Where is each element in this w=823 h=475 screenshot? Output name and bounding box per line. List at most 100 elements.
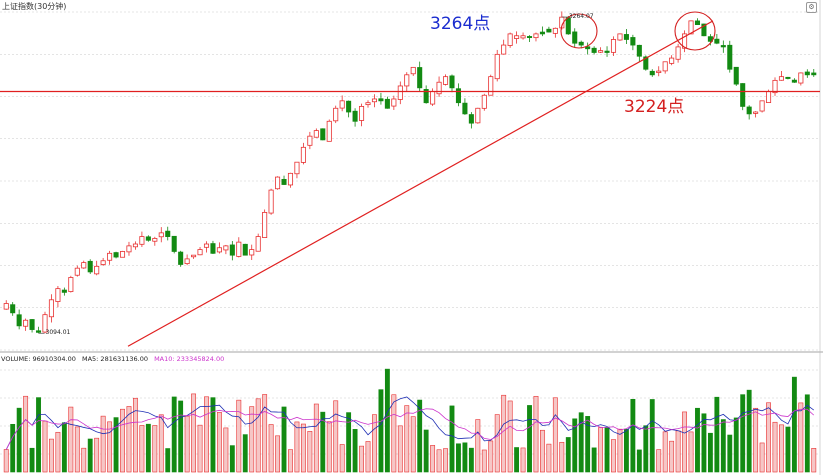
volume-bar-down xyxy=(514,447,520,473)
candle-up xyxy=(313,130,319,138)
volume-bar-up xyxy=(662,431,668,473)
volume-bar-up xyxy=(759,442,765,473)
candle-down xyxy=(643,56,649,70)
candle-up xyxy=(107,252,113,261)
ma5-value-label: MA5: 281631136.00 xyxy=(81,355,148,363)
candle-up xyxy=(262,211,268,238)
candle-down xyxy=(423,89,429,104)
volume-bar-down xyxy=(701,413,707,473)
volume-bar-up xyxy=(42,420,48,473)
candle-up xyxy=(481,94,487,109)
volume-bar-up xyxy=(397,425,403,473)
volume-bar-down xyxy=(468,447,474,473)
volume-bar-up xyxy=(68,406,74,473)
candle-up xyxy=(55,288,61,302)
volume-bar-up xyxy=(430,445,436,473)
candle-down xyxy=(565,17,571,35)
candle-up xyxy=(223,245,229,251)
volume-bar-down xyxy=(417,399,423,473)
volume-bar-up xyxy=(540,429,545,473)
volume-bar-down xyxy=(804,394,810,473)
ma5-line xyxy=(5,396,815,450)
volume-value-label: VOLUME: 96910304.00 xyxy=(1,355,76,363)
candle-down xyxy=(378,98,384,102)
candle-up xyxy=(391,98,397,107)
candle-up xyxy=(81,262,87,269)
candle-down xyxy=(546,28,552,33)
candle-down xyxy=(714,38,720,44)
volume-bar-up xyxy=(488,440,494,473)
candle-up xyxy=(68,277,74,292)
volume-bar-up xyxy=(313,403,319,473)
candle-up xyxy=(798,72,804,84)
candle-up xyxy=(255,236,261,252)
candle-up xyxy=(119,251,126,258)
volume-bar-up xyxy=(339,444,345,473)
candle-down xyxy=(811,72,817,76)
volume-bar-up xyxy=(656,449,662,473)
candle-down xyxy=(636,44,642,57)
volume-bar-down xyxy=(785,426,791,473)
candle-down xyxy=(791,79,797,83)
volume-bar-up xyxy=(152,425,158,473)
settings-icon[interactable]: ⚙ xyxy=(806,2,817,13)
high-circle-1 xyxy=(560,13,598,49)
volume-bar-up xyxy=(404,405,410,473)
volume-bar-down xyxy=(384,368,390,473)
volume-bar-up xyxy=(139,425,145,473)
chart-title: 上证指数(30分钟) xyxy=(2,2,67,11)
candle-up xyxy=(191,254,197,258)
volume-bar-up xyxy=(798,402,804,473)
volume-bar-up xyxy=(372,414,377,473)
volume-bar-down xyxy=(346,412,352,473)
volume-bar-up xyxy=(552,397,558,473)
candle-up xyxy=(132,243,138,248)
volume-bar-up xyxy=(688,431,694,473)
candle-down xyxy=(384,98,390,109)
volume-bar-down xyxy=(378,389,384,473)
candle-up xyxy=(3,303,9,310)
candle-down xyxy=(417,67,423,89)
volume-bar-down xyxy=(714,396,720,473)
candle-down xyxy=(649,70,655,76)
candle-down xyxy=(604,50,610,53)
candle-down xyxy=(87,260,93,273)
volume-bar-down xyxy=(242,434,248,473)
volume-bar-up xyxy=(94,437,100,473)
candle-down xyxy=(229,244,235,256)
candle-down xyxy=(804,71,810,76)
volume-bar-down xyxy=(746,389,752,473)
volume-bar-up xyxy=(3,449,9,473)
volume-bar-up xyxy=(158,414,164,473)
candle-up xyxy=(100,260,106,265)
volume-bar-up xyxy=(546,443,552,473)
candle-up xyxy=(682,33,688,49)
candle-down xyxy=(623,34,629,40)
volume-bar-up xyxy=(120,408,125,473)
candle-up xyxy=(759,100,765,112)
candle-up xyxy=(287,172,294,186)
candle-up xyxy=(552,27,558,34)
candle-down xyxy=(10,304,16,314)
candle-down xyxy=(16,314,22,327)
high-value-label: 3264.07 xyxy=(568,13,594,21)
candle-up xyxy=(778,76,785,81)
volume-bar-up xyxy=(184,415,190,473)
candle-up xyxy=(326,120,332,142)
volume-bar-up xyxy=(359,445,364,473)
trend-line xyxy=(127,20,714,347)
candle-up xyxy=(158,232,164,238)
candle-up xyxy=(520,35,526,39)
candle-up xyxy=(669,57,675,64)
volume-bar-up xyxy=(326,421,332,473)
candle-up xyxy=(184,258,190,265)
candle-down xyxy=(740,83,746,107)
candle-down xyxy=(346,100,352,113)
volume-bar-up xyxy=(49,438,54,473)
candle-up xyxy=(617,33,623,41)
candle-up xyxy=(501,44,507,55)
volume-bar-up xyxy=(475,419,481,473)
volume-bar-up xyxy=(669,440,675,473)
volume-bar-down xyxy=(740,394,746,473)
